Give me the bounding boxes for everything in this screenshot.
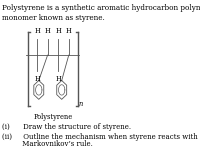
Text: H: H bbox=[45, 27, 50, 35]
Text: H: H bbox=[34, 27, 40, 35]
Text: H: H bbox=[55, 27, 61, 35]
Text: Markovnikov’s rule.: Markovnikov’s rule. bbox=[2, 140, 93, 148]
Text: H: H bbox=[55, 75, 61, 83]
Text: n: n bbox=[78, 100, 83, 108]
Text: (i)      Draw the structure of styrene.: (i) Draw the structure of styrene. bbox=[2, 122, 131, 131]
Text: Polystyrene: Polystyrene bbox=[33, 113, 73, 121]
Text: (ii)     Outline the mechanism when styrene reacts with HCl, following: (ii) Outline the mechanism when styrene … bbox=[2, 133, 200, 141]
Text: H: H bbox=[66, 27, 72, 35]
Text: H: H bbox=[34, 75, 40, 83]
Text: Polystyrene is a synthetic aromatic hydrocarbon polymer made from the
monomer kn: Polystyrene is a synthetic aromatic hydr… bbox=[2, 4, 200, 22]
